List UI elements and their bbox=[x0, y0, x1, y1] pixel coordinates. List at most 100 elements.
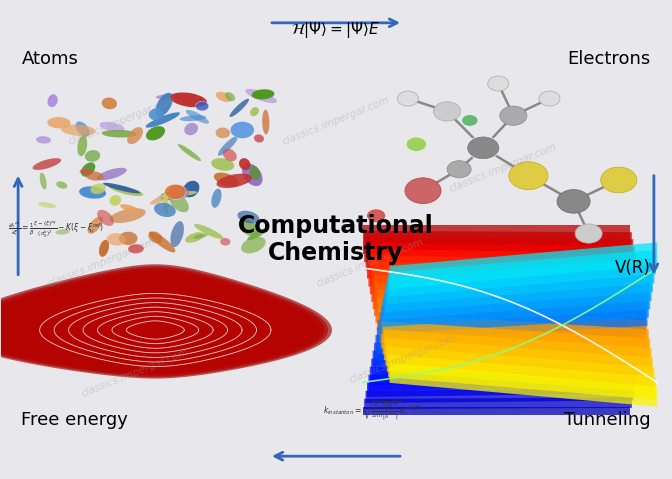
Polygon shape bbox=[3, 286, 286, 362]
Ellipse shape bbox=[214, 172, 239, 187]
Ellipse shape bbox=[223, 148, 237, 161]
Polygon shape bbox=[7, 288, 282, 361]
Ellipse shape bbox=[218, 136, 238, 156]
Ellipse shape bbox=[212, 189, 222, 208]
Ellipse shape bbox=[247, 228, 267, 240]
Circle shape bbox=[509, 162, 548, 190]
Polygon shape bbox=[30, 298, 187, 371]
Polygon shape bbox=[380, 305, 647, 357]
Ellipse shape bbox=[242, 163, 263, 186]
Ellipse shape bbox=[163, 192, 169, 215]
Polygon shape bbox=[30, 297, 263, 354]
Polygon shape bbox=[370, 360, 638, 385]
Polygon shape bbox=[52, 307, 243, 347]
Text: V(R): V(R) bbox=[615, 259, 650, 277]
Ellipse shape bbox=[239, 219, 258, 236]
Ellipse shape bbox=[262, 110, 269, 135]
Polygon shape bbox=[57, 308, 239, 346]
Text: classics.impergar.com: classics.impergar.com bbox=[80, 347, 190, 399]
Ellipse shape bbox=[158, 191, 198, 198]
Polygon shape bbox=[32, 299, 185, 371]
Ellipse shape bbox=[149, 232, 175, 252]
Ellipse shape bbox=[103, 183, 140, 194]
Polygon shape bbox=[62, 310, 236, 344]
Ellipse shape bbox=[170, 92, 207, 107]
Polygon shape bbox=[0, 270, 321, 375]
Text: Atoms: Atoms bbox=[22, 49, 79, 68]
Polygon shape bbox=[380, 297, 647, 341]
Ellipse shape bbox=[241, 237, 265, 253]
Ellipse shape bbox=[252, 89, 274, 100]
Polygon shape bbox=[382, 281, 650, 327]
Ellipse shape bbox=[119, 232, 138, 245]
Polygon shape bbox=[31, 298, 186, 371]
Polygon shape bbox=[26, 296, 267, 355]
Ellipse shape bbox=[48, 94, 58, 107]
Polygon shape bbox=[29, 298, 187, 372]
Ellipse shape bbox=[216, 173, 252, 188]
Polygon shape bbox=[22, 294, 270, 357]
Circle shape bbox=[397, 91, 419, 106]
Ellipse shape bbox=[120, 204, 139, 212]
Ellipse shape bbox=[97, 168, 127, 180]
Ellipse shape bbox=[149, 231, 163, 243]
Polygon shape bbox=[363, 407, 630, 415]
Polygon shape bbox=[32, 299, 185, 370]
Ellipse shape bbox=[149, 108, 164, 120]
Polygon shape bbox=[386, 257, 655, 305]
Text: classics.impergar.com: classics.impergar.com bbox=[46, 237, 157, 289]
Polygon shape bbox=[373, 268, 640, 318]
Text: $\frac{\partial\lambda^{eq}}{\partial\xi}=\frac{1}{\beta}\frac{\xi-(\xi)^{eq}}{(: $\frac{\partial\lambda^{eq}}{\partial\xi… bbox=[8, 220, 104, 240]
Ellipse shape bbox=[79, 169, 93, 175]
Text: Electrons: Electrons bbox=[567, 49, 650, 68]
Ellipse shape bbox=[194, 224, 223, 239]
Text: classics.impergar.com: classics.impergar.com bbox=[67, 94, 177, 147]
Polygon shape bbox=[364, 398, 632, 409]
Polygon shape bbox=[48, 305, 247, 349]
Ellipse shape bbox=[109, 185, 143, 196]
Polygon shape bbox=[34, 300, 183, 370]
Ellipse shape bbox=[146, 126, 165, 140]
Ellipse shape bbox=[79, 186, 106, 199]
Ellipse shape bbox=[154, 203, 176, 217]
Ellipse shape bbox=[183, 181, 200, 197]
Polygon shape bbox=[39, 301, 255, 352]
Ellipse shape bbox=[101, 98, 117, 109]
Ellipse shape bbox=[237, 211, 259, 223]
Polygon shape bbox=[44, 303, 251, 350]
Circle shape bbox=[165, 184, 186, 199]
Polygon shape bbox=[366, 388, 633, 403]
Ellipse shape bbox=[225, 92, 235, 101]
Text: classics.impergar.com: classics.impergar.com bbox=[281, 94, 391, 147]
Polygon shape bbox=[0, 268, 325, 376]
Ellipse shape bbox=[101, 130, 137, 137]
Ellipse shape bbox=[245, 89, 277, 103]
Ellipse shape bbox=[77, 136, 87, 156]
Polygon shape bbox=[386, 346, 655, 393]
Circle shape bbox=[488, 76, 509, 91]
Ellipse shape bbox=[194, 234, 208, 239]
Polygon shape bbox=[26, 297, 191, 373]
Polygon shape bbox=[364, 231, 632, 263]
Polygon shape bbox=[382, 321, 650, 372]
Polygon shape bbox=[27, 297, 190, 373]
Polygon shape bbox=[36, 300, 181, 369]
Ellipse shape bbox=[32, 158, 61, 170]
Ellipse shape bbox=[254, 134, 264, 143]
Polygon shape bbox=[384, 273, 652, 319]
Ellipse shape bbox=[155, 93, 173, 116]
Polygon shape bbox=[390, 363, 657, 407]
Ellipse shape bbox=[85, 171, 103, 181]
Ellipse shape bbox=[230, 99, 249, 117]
Polygon shape bbox=[36, 301, 181, 369]
Polygon shape bbox=[374, 275, 642, 326]
Ellipse shape bbox=[40, 172, 46, 190]
Text: $\mathcal{H}|\Psi\rangle = |\Psi\rangle E$: $\mathcal{H}|\Psi\rangle = |\Psi\rangle … bbox=[292, 20, 380, 40]
Text: Free energy: Free energy bbox=[22, 411, 128, 430]
Text: classics.impergar.com: classics.impergar.com bbox=[314, 237, 425, 289]
Polygon shape bbox=[28, 297, 188, 372]
Polygon shape bbox=[30, 298, 187, 371]
Ellipse shape bbox=[127, 127, 143, 144]
Polygon shape bbox=[385, 338, 653, 386]
Text: Computational
Chemistry: Computational Chemistry bbox=[238, 214, 434, 265]
